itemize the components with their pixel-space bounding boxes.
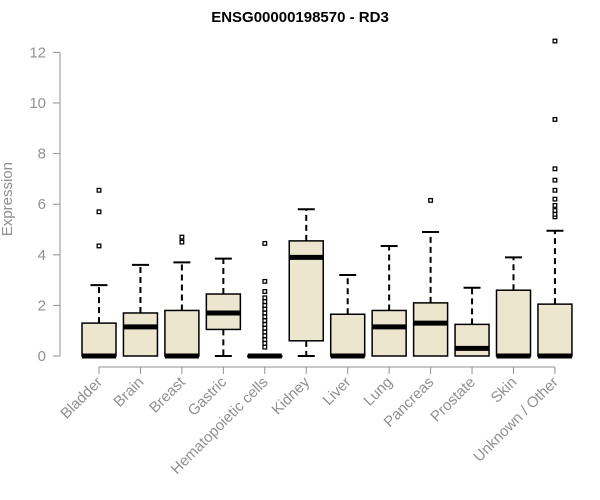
box-group-brain (122, 263, 159, 357)
box (537, 303, 573, 357)
outlier-point (262, 325, 268, 331)
box (454, 323, 490, 357)
outlier-point (262, 321, 268, 327)
y-tick-label: 0 (38, 348, 46, 365)
box (495, 289, 532, 357)
box (329, 313, 366, 357)
x-tick-label: Bladder (57, 374, 106, 423)
x-tick-label: Breast (146, 373, 189, 416)
outlier-point (262, 314, 268, 320)
outlier-point (262, 310, 268, 316)
y-tick-label: 2 (38, 297, 46, 314)
outlier-point (262, 340, 268, 346)
outlier-point (262, 333, 268, 339)
outlier-point (552, 203, 558, 208)
outlier-point (96, 187, 102, 193)
y-tick-label: 4 (38, 247, 46, 264)
outlier-point (428, 197, 434, 203)
outlier-point (96, 209, 102, 215)
outlier-point (262, 318, 268, 324)
outlier-point (262, 329, 268, 335)
y-tick-label: 10 (29, 95, 46, 112)
outlier-point (179, 239, 185, 245)
y-axis: 0 2 4 6 8 10 12 (29, 44, 61, 365)
box-group-hematopoietic-cells (247, 240, 283, 359)
x-tick-label: Liver (320, 374, 355, 409)
x-tick-label: Skin (488, 374, 521, 407)
x-tick-label: Lung (360, 374, 396, 410)
outlier-point (552, 211, 558, 217)
chart-title: ENSG00000198570 - RD3 (211, 9, 389, 26)
outlier-point (552, 166, 558, 172)
outlier-point (179, 234, 185, 240)
box (371, 309, 407, 357)
boxes (81, 38, 573, 359)
x-tick-label: Kidney (269, 373, 314, 418)
box-group-liver (329, 274, 366, 359)
outlier-point (552, 116, 558, 122)
box-group-lung (371, 244, 407, 357)
box-group-gastric (205, 257, 242, 357)
outlier-point (552, 187, 558, 193)
box (122, 312, 159, 357)
x-tick-label: Brain (110, 374, 147, 411)
box (164, 309, 200, 357)
outlier-point (262, 302, 268, 308)
outlier-point (552, 38, 558, 44)
y-axis-label: Expression (0, 162, 16, 236)
box-group-pancreas (412, 197, 449, 357)
box-group-breast (164, 234, 200, 359)
y-tick-label: 12 (29, 44, 46, 61)
outlier-point (262, 289, 268, 294)
outlier-point (262, 306, 268, 312)
y-tick-label: 8 (38, 146, 46, 163)
outlier-point (262, 344, 268, 350)
outlier-point (552, 208, 558, 213)
outlier-point (262, 299, 268, 305)
outlier-point (262, 240, 268, 246)
box-group-unknown-other (537, 38, 573, 359)
box-group-kidney (288, 208, 324, 357)
box (412, 302, 449, 357)
outlier-point (96, 243, 102, 249)
box-group-bladder (81, 187, 117, 359)
x-tick-label: Prostate (427, 374, 479, 426)
outlier-point (552, 196, 558, 202)
outlier-point (262, 337, 268, 343)
box (81, 322, 117, 357)
y-tick-label: 6 (38, 196, 46, 213)
outlier-point (262, 278, 268, 284)
outlier-point (262, 295, 268, 301)
box-group-prostate (454, 286, 490, 357)
box-group-skin (495, 256, 532, 359)
outlier-point (552, 177, 558, 183)
